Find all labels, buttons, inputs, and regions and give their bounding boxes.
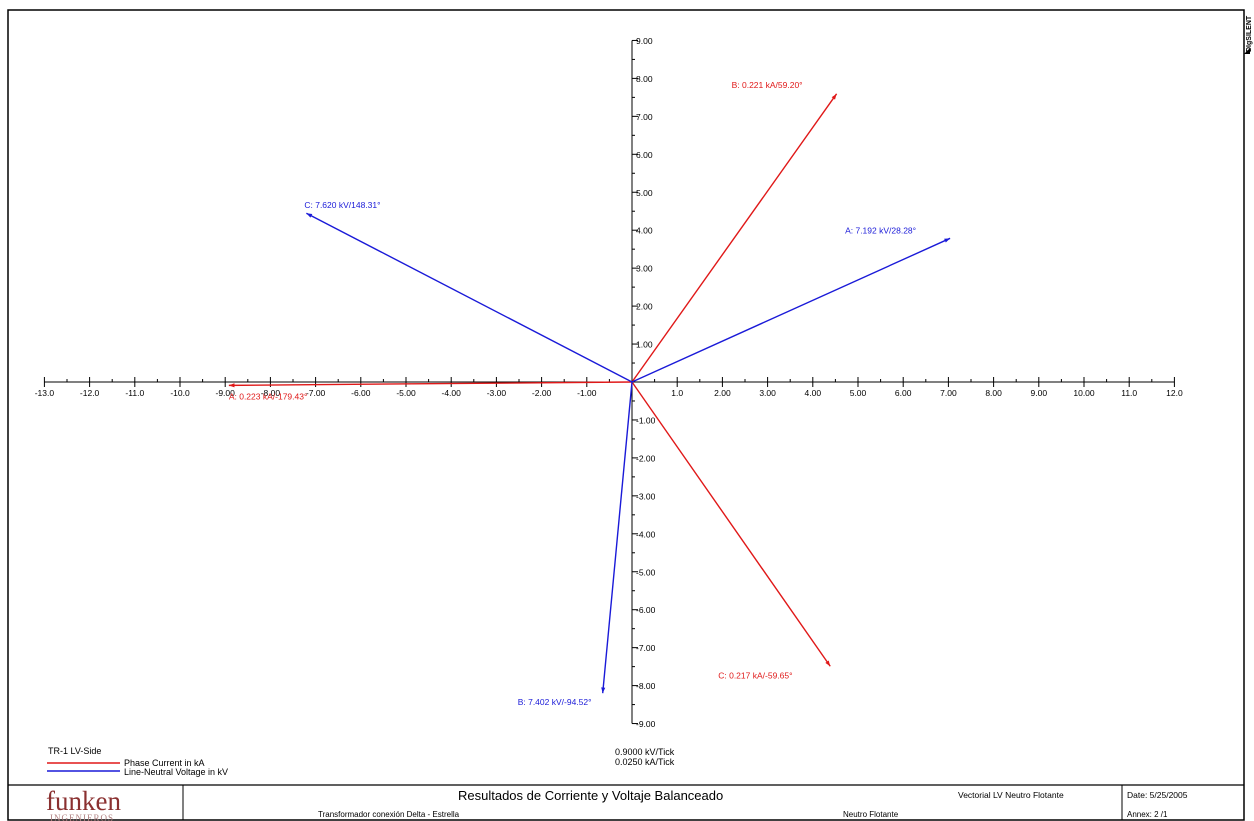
title-block: funken INGENIEROS Resultados de Corrient… <box>8 784 1244 821</box>
x-tick-label: -8.00 <box>261 388 281 398</box>
phasor-current-b <box>631 93 838 383</box>
report-title: Resultados de Corriente y Voltaje Balanc… <box>458 788 723 803</box>
y-tick-label: 6.00 <box>636 150 653 160</box>
annex-field: Annex: 2 /1 <box>1127 810 1168 819</box>
x-tick-label: 3.00 <box>759 388 776 398</box>
y-tick-label: -9.00 <box>636 719 656 729</box>
phasor-label: B: 0.221 kA/59.20° <box>732 80 803 90</box>
y-tick-label: -1.00 <box>636 415 656 425</box>
study-case: Vectorial LV Neutro Flotante <box>958 790 1064 800</box>
x-tick-label: 1.0 <box>671 388 683 398</box>
arrowhead-icon <box>831 93 837 100</box>
phasor-voltage-a <box>631 237 951 383</box>
x-tick-label: -10.0 <box>170 388 190 398</box>
logo-subtext: INGENIEROS <box>50 813 114 821</box>
y-tick-label: -4.00 <box>636 529 656 539</box>
x-tick-label: -12.0 <box>80 388 100 398</box>
x-tick-label: 12.0 <box>1166 388 1183 398</box>
study-note: Neutro Flotante <box>843 810 899 819</box>
phasor-voltage-c <box>306 212 633 383</box>
y-tick-label: -8.00 <box>636 681 656 691</box>
x-tick-label: -13.0 <box>35 388 55 398</box>
arrowhead-icon <box>601 687 606 694</box>
x-tick-label: -11.0 <box>125 388 144 398</box>
y-tick-label: -3.00 <box>636 491 656 501</box>
phasor-label: A: 0.223 kA/-179.43° <box>229 391 308 401</box>
x-tick-label: 4.00 <box>805 388 822 398</box>
x-tick-label: 5.00 <box>850 388 867 398</box>
legend: TR-1 LV-Side Phase Current in kA Line-Ne… <box>47 746 228 777</box>
y-tick-label: 7.00 <box>636 112 653 122</box>
report-subtitle: Transformador conexión Delta - Estrella <box>318 810 460 819</box>
x-tick-label: -4.00 <box>442 388 462 398</box>
axes: -13.0 -12.0 -11.0 -10.0 -9.00 -8.00 -7.00 -6.00… <box>35 36 1183 729</box>
phasor-label: B: 7.402 kV/-94.52° <box>518 697 592 707</box>
y-tick-label: 1.00 <box>636 340 653 350</box>
phasor-label: C: 7.620 kV/148.31° <box>304 200 380 210</box>
x-tick-label: -1.00 <box>577 388 597 398</box>
y-tick-label: 2.00 <box>636 302 653 312</box>
phasor-voltage-b <box>602 381 633 694</box>
y-tick-label: 9.00 <box>636 36 653 46</box>
x-tick-label: -7.00 <box>306 388 326 398</box>
x-tick-label: 8.00 <box>985 388 1002 398</box>
brand-mark: DIgSILENT <box>1246 15 1253 52</box>
scale-voltage: 0.9000 kV/Tick <box>615 747 675 757</box>
x-tick-label: 6.00 <box>895 388 912 398</box>
y-tick-label: 4.00 <box>636 226 653 236</box>
date-field: Date: 5/25/2005 <box>1127 790 1188 800</box>
legend-label-current: Phase Current in kA <box>124 758 205 768</box>
y-tick-label: 3.00 <box>636 264 653 274</box>
x-tick-label: -9.00 <box>216 388 236 398</box>
x-tick-label: 10.00 <box>1073 388 1095 398</box>
logo-text: funken <box>46 786 121 816</box>
y-tick-label: -2.00 <box>636 453 656 463</box>
y-tick-label: -6.00 <box>636 605 656 615</box>
phasors: A: 0.223 kA/-179.43° B: 0.221 kA/59.20° C:… <box>228 80 951 707</box>
y-tick-label: 5.00 <box>636 188 653 198</box>
arrowhead-icon <box>306 213 313 218</box>
scale-current: 0.0250 kA/Tick <box>615 757 675 767</box>
arrowhead-icon <box>228 383 235 388</box>
sheet-border <box>7 9 1245 821</box>
x-tick-label: 7.00 <box>940 388 957 398</box>
phasor-label: C: 0.217 kA/-59.65° <box>718 670 792 680</box>
x-tick-label: -5.00 <box>396 388 416 398</box>
brand-mark-icon <box>1244 48 1250 54</box>
arrowhead-icon <box>825 660 831 667</box>
legend-title: TR-1 LV-Side <box>48 746 101 756</box>
y-tick-label: -7.00 <box>636 643 656 653</box>
x-tick-label: -3.00 <box>487 388 507 398</box>
y-tick-label: -5.00 <box>636 567 656 577</box>
phasor-label: A: 7.192 kV/28.28° <box>845 225 916 235</box>
phasor-current-a <box>228 381 633 387</box>
legend-label-voltage: Line-Neutral Voltage in kV <box>124 767 228 777</box>
x-tick-label: 9.00 <box>1031 388 1048 398</box>
phasor-current-c <box>631 381 831 667</box>
x-tick-label: 2.00 <box>714 388 731 398</box>
x-tick-label: -6.00 <box>351 388 371 398</box>
x-tick-label: -2.00 <box>532 388 552 398</box>
arrowhead-icon <box>944 238 951 243</box>
x-tick-label: 11.0 <box>1121 388 1137 398</box>
y-tick-label: 8.00 <box>636 74 653 84</box>
